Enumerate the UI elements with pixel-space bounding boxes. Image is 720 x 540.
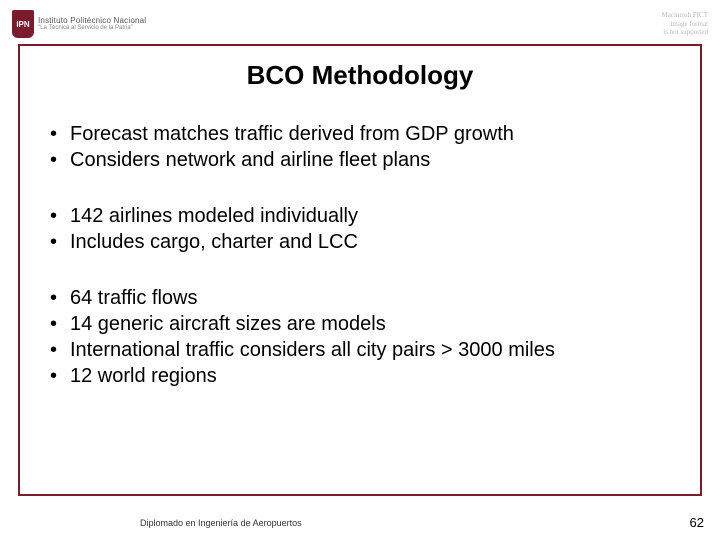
bullet-item: 12 world regions bbox=[42, 363, 678, 389]
unsupported-image-note: Macintosh PICT image format is not suppo… bbox=[662, 11, 708, 36]
institution-line2: "La Técnica al Servicio de la Patria" bbox=[38, 25, 146, 31]
bullet-item: 142 airlines modeled individually bbox=[42, 203, 678, 229]
bullet-group: 64 traffic flows 14 generic aircraft siz… bbox=[42, 285, 678, 389]
note-line3: is not supported bbox=[662, 28, 708, 36]
footer-course-name: Diplomado en Ingeniería de Aeropuertos bbox=[140, 518, 302, 528]
bullet-item: International traffic considers all city… bbox=[42, 337, 678, 363]
bullet-item: Forecast matches traffic derived from GD… bbox=[42, 121, 678, 147]
bullet-item: 64 traffic flows bbox=[42, 285, 678, 311]
content-frame: BCO Methodology Forecast matches traffic… bbox=[18, 44, 702, 496]
shield-icon: IPN bbox=[12, 10, 34, 38]
bullet-group: Forecast matches traffic derived from GD… bbox=[42, 121, 678, 173]
note-line1: Macintosh PICT bbox=[662, 11, 708, 19]
slide-header: IPN Instituto Politécnico Nacional "La T… bbox=[12, 6, 708, 42]
bullet-item: Considers network and airline fleet plan… bbox=[42, 147, 678, 173]
bullet-group: 142 airlines modeled individually Includ… bbox=[42, 203, 678, 255]
bullet-item: 14 generic aircraft sizes are models bbox=[42, 311, 678, 337]
institution-logo-block: IPN Instituto Politécnico Nacional "La T… bbox=[12, 10, 146, 38]
bullet-item: Includes cargo, charter and LCC bbox=[42, 229, 678, 255]
institution-line1: Instituto Politécnico Nacional bbox=[38, 17, 146, 25]
slide-title: BCO Methodology bbox=[20, 60, 700, 91]
institution-name: Instituto Politécnico Nacional "La Técni… bbox=[38, 17, 146, 31]
slide: IPN Instituto Politécnico Nacional "La T… bbox=[0, 0, 720, 540]
page-number: 62 bbox=[690, 515, 704, 530]
note-line2: image format bbox=[662, 20, 708, 28]
slide-content: Forecast matches traffic derived from GD… bbox=[20, 91, 700, 399]
